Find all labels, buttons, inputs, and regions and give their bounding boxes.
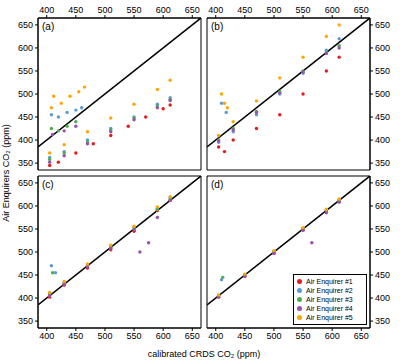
svg-text:450: 450 <box>18 112 33 122</box>
svg-text:650: 650 <box>185 331 200 341</box>
svg-text:500: 500 <box>97 5 112 15</box>
svg-text:450: 450 <box>375 112 390 122</box>
svg-text:600: 600 <box>18 201 33 211</box>
html-text:(b): (b) <box>211 21 224 32</box>
svg-text:600: 600 <box>156 331 171 341</box>
svg-text:650: 650 <box>375 20 390 30</box>
svg-text:500: 500 <box>266 331 281 341</box>
svg-text:450: 450 <box>237 5 252 15</box>
html-text:(c): (c) <box>42 179 54 190</box>
svg-text:500: 500 <box>375 247 390 257</box>
svg-text:600: 600 <box>325 5 340 15</box>
svg-text:650: 650 <box>375 178 390 188</box>
svg-text:350: 350 <box>375 316 390 326</box>
svg-text:400: 400 <box>18 135 33 145</box>
html-text:(a): (a) <box>42 21 55 32</box>
svg-text:400: 400 <box>18 293 33 303</box>
svg-text:550: 550 <box>18 224 33 234</box>
svg-text:550: 550 <box>127 331 142 341</box>
svg-text:550: 550 <box>375 224 390 234</box>
svg-text:400: 400 <box>375 293 390 303</box>
svg-text:450: 450 <box>68 5 83 15</box>
svg-text:600: 600 <box>375 201 390 211</box>
html-text:Air Enquirer #5: Air Enquirer #5 <box>306 314 353 321</box>
svg-text:350: 350 <box>18 158 33 168</box>
html-text:Air Enquirer #3: Air Enquirer #3 <box>306 296 353 303</box>
svg-text:600: 600 <box>18 43 33 53</box>
svg-text:500: 500 <box>18 89 33 99</box>
svg-text:550: 550 <box>18 66 33 76</box>
html-text:Air Enquirer #4: Air Enquirer #4 <box>306 305 353 312</box>
svg-text:400: 400 <box>208 5 223 15</box>
svg-text:600: 600 <box>156 5 171 15</box>
svg-text:650: 650 <box>18 178 33 188</box>
svg-text:450: 450 <box>68 331 83 341</box>
svg-text:650: 650 <box>354 5 369 15</box>
svg-text:Air Enquirers CO₂ (ppm): Air Enquirers CO₂ (ppm) <box>8 124 11 222</box>
html-text:Air Enquirer #2: Air Enquirer #2 <box>306 287 353 294</box>
svg-text:400: 400 <box>39 331 54 341</box>
svg-text:450: 450 <box>237 331 252 341</box>
svg-text:550: 550 <box>296 331 311 341</box>
svg-text:350: 350 <box>18 316 33 326</box>
svg-text:500: 500 <box>375 89 390 99</box>
html-text:(d): (d) <box>211 179 224 190</box>
svg-text:550: 550 <box>375 66 390 76</box>
svg-text:500: 500 <box>97 331 112 341</box>
svg-text:400: 400 <box>375 135 390 145</box>
svg-text:600: 600 <box>325 331 340 341</box>
svg-text:650: 650 <box>354 331 369 341</box>
svg-text:600: 600 <box>375 43 390 53</box>
svg-text:450: 450 <box>18 270 33 280</box>
svg-text:550: 550 <box>127 5 142 15</box>
svg-text:400: 400 <box>208 331 223 341</box>
svg-text:400: 400 <box>39 5 54 15</box>
svg-text:550: 550 <box>296 5 311 15</box>
svg-text:650: 650 <box>185 5 200 15</box>
html-text:calibrated CRDS CO₂ (ppm): calibrated CRDS CO₂ (ppm) <box>147 349 261 359</box>
svg-text:500: 500 <box>18 247 33 257</box>
svg-text:650: 650 <box>18 20 33 30</box>
svg-text:500: 500 <box>266 5 281 15</box>
svg-text:350: 350 <box>375 158 390 168</box>
svg-text:450: 450 <box>375 270 390 280</box>
html-text:Air Enquirer #1: Air Enquirer #1 <box>306 278 353 285</box>
